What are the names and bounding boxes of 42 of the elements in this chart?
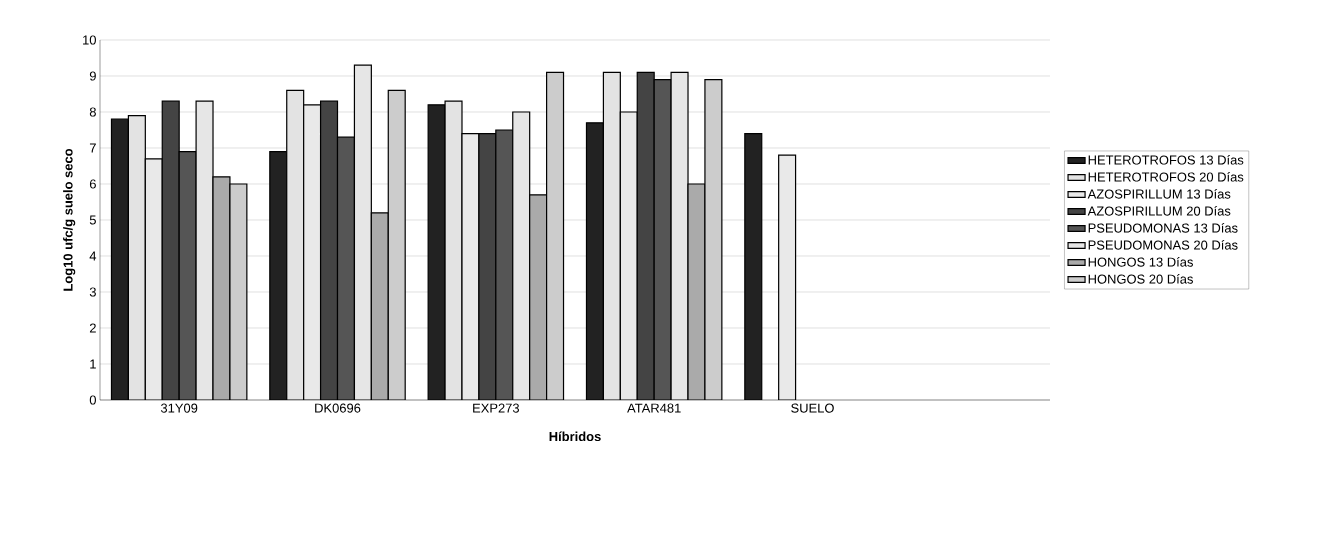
bar bbox=[546, 71, 565, 400]
bar bbox=[110, 118, 129, 400]
legend-label: HONGOS 13 Días bbox=[1088, 257, 1193, 267]
bar bbox=[353, 64, 372, 400]
bar bbox=[336, 136, 356, 400]
y-tick-label: 10 bbox=[83, 35, 96, 45]
y-tick-label: 9 bbox=[89, 71, 96, 81]
y-tick-label: 5 bbox=[89, 215, 96, 225]
y-tick-label: 8 bbox=[89, 107, 96, 117]
y-tick-label: 6 bbox=[89, 179, 96, 189]
bar bbox=[529, 194, 548, 400]
bar bbox=[370, 212, 389, 400]
bar bbox=[387, 89, 406, 400]
y-axis-title: Log10 ufc/g suelo seco bbox=[63, 148, 76, 291]
x-axis-title: Híbridos bbox=[549, 431, 601, 442]
bar bbox=[161, 100, 180, 400]
y-tick-label: 1 bbox=[90, 359, 96, 369]
bar bbox=[319, 100, 339, 400]
legend-label: HETEROTROFOS 20 Días bbox=[1088, 171, 1244, 182]
bar bbox=[636, 71, 655, 400]
legend-label: HETEROTROFOS 13 Días bbox=[1088, 154, 1244, 165]
y-tick-label: 0 bbox=[89, 395, 96, 405]
bar bbox=[744, 133, 763, 400]
bar bbox=[269, 151, 288, 400]
bar bbox=[778, 154, 797, 400]
x-tick-label: ATAR481 bbox=[627, 403, 681, 413]
x-tick-label: DK0696 bbox=[315, 403, 361, 413]
y-tick-label: 4 bbox=[89, 251, 97, 261]
y-tick-label: 2 bbox=[89, 323, 96, 333]
x-tick-label: 31Y09 bbox=[160, 403, 198, 413]
bar bbox=[585, 122, 605, 400]
y-tick-label: 3 bbox=[89, 287, 96, 297]
x-tick-label: EXP273 bbox=[473, 403, 520, 413]
bar bbox=[512, 111, 531, 400]
x-tick-label: SUELO bbox=[791, 403, 834, 413]
y-tick-label: 7 bbox=[89, 143, 96, 153]
legend-label: AZOSPIRILLUM 20 Días bbox=[1087, 205, 1231, 216]
bar bbox=[495, 129, 514, 400]
legend-label: PSEUDOMONAS 13 Días bbox=[1088, 222, 1238, 233]
legend-label: HONGOS 20 Días bbox=[1088, 274, 1193, 284]
legend-label: PSEUDOMONAS 20 Días bbox=[1088, 240, 1238, 250]
legend-label: AZOSPIRILLUM 13 Días bbox=[1087, 188, 1231, 199]
